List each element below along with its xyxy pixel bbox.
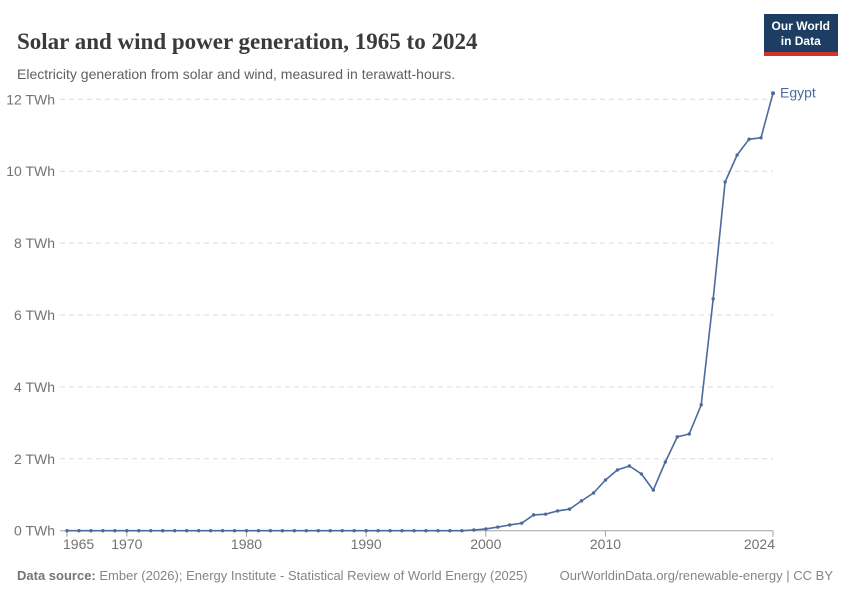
data-point-marker[interactable] xyxy=(579,499,584,503)
data-point-marker[interactable] xyxy=(208,529,213,533)
data-point-marker[interactable] xyxy=(591,491,596,495)
x-axis-tick-label: 1970 xyxy=(111,536,142,552)
data-point-marker[interactable] xyxy=(723,180,727,184)
data-point-marker[interactable] xyxy=(137,529,141,533)
egypt-line-series[interactable] xyxy=(66,92,774,532)
line-chart: 0 TWh 2 TWh 4 TWh 6 TWh 8 TWh 10 TWh 12 TWh 196… xyxy=(6,85,816,552)
data-point-marker[interactable] xyxy=(639,472,644,476)
data-point-marker[interactable] xyxy=(436,529,440,533)
data-point-marker[interactable] xyxy=(699,403,703,407)
data-point-marker[interactable] xyxy=(759,136,763,140)
y-axis-tick-label: 12 TWh xyxy=(6,91,55,107)
y-axis-tick-label: 6 TWh xyxy=(14,307,55,323)
chart-subtitle: Electricity generation from solar and wi… xyxy=(17,66,456,82)
data-point-marker[interactable] xyxy=(352,529,356,533)
series-label-egypt: Egypt xyxy=(780,85,816,101)
data-source-text: Ember (2026); Energy Institute - Statist… xyxy=(95,568,528,583)
y-axis-tick-label: 10 TWh xyxy=(6,163,55,179)
data-point-marker[interactable] xyxy=(89,529,93,533)
data-source-note: Data source: Ember (2026); Energy Instit… xyxy=(17,568,528,583)
data-point-marker[interactable] xyxy=(663,460,668,464)
data-point-marker[interactable] xyxy=(268,529,273,533)
y-axis-tick-label: 4 TWh xyxy=(14,379,55,395)
data-point-marker[interactable] xyxy=(340,529,344,533)
data-point-marker[interactable] xyxy=(316,529,320,533)
data-point-marker[interactable] xyxy=(460,529,464,533)
data-point-marker[interactable] xyxy=(172,529,177,533)
data-point-marker[interactable] xyxy=(771,91,775,96)
y-axis-tick-label: 8 TWh xyxy=(14,235,55,251)
data-point-marker[interactable] xyxy=(364,529,368,533)
data-point-marker[interactable] xyxy=(400,529,404,533)
x-axis-tick-label: 1965 xyxy=(63,536,94,552)
data-point-marker[interactable] xyxy=(520,521,524,525)
data-point-marker[interactable] xyxy=(65,529,69,533)
data-point-marker[interactable] xyxy=(448,529,452,533)
data-source-label: Data source: xyxy=(17,568,96,583)
y-axis-tick-label: 0 TWh xyxy=(14,523,55,539)
data-point-marker[interactable] xyxy=(496,525,500,529)
data-point-marker[interactable] xyxy=(161,529,165,533)
chart-footer: Data source: Ember (2026); Energy Instit… xyxy=(17,568,833,583)
y-axis-tick-label: 2 TWh xyxy=(14,451,55,467)
owid-logo-line2: in Data xyxy=(780,34,821,48)
data-point-marker[interactable] xyxy=(627,464,632,468)
data-point-marker[interactable] xyxy=(555,509,560,513)
data-point-marker[interactable] xyxy=(651,488,656,492)
data-point-marker[interactable] xyxy=(256,529,261,533)
data-point-marker[interactable] xyxy=(675,435,679,439)
data-point-marker[interactable] xyxy=(113,529,117,533)
data-point-marker[interactable] xyxy=(543,512,548,516)
license-link[interactable]: OurWorldinData.org/renewable-energy | CC… xyxy=(559,568,833,583)
x-axis-tick-label: 1990 xyxy=(351,536,382,552)
data-point-marker[interactable] xyxy=(184,529,189,533)
data-point-marker[interactable] xyxy=(125,529,129,533)
x-axis-tick-label: 2000 xyxy=(470,536,501,552)
data-point-marker[interactable] xyxy=(484,527,488,531)
data-point-marker[interactable] xyxy=(687,432,691,436)
owid-logo-line1: Our World xyxy=(771,19,830,33)
data-point-marker[interactable] xyxy=(735,153,739,157)
data-point-marker[interactable] xyxy=(424,529,428,533)
data-point-marker[interactable] xyxy=(232,529,237,533)
data-point-marker[interactable] xyxy=(101,529,105,533)
data-point-marker[interactable] xyxy=(304,529,309,533)
data-point-marker[interactable] xyxy=(567,507,572,511)
chart-title: Solar and wind power generation, 1965 to… xyxy=(17,29,478,55)
data-point-marker[interactable] xyxy=(472,528,476,532)
data-point-marker[interactable] xyxy=(292,529,297,533)
data-point-marker[interactable] xyxy=(615,468,620,472)
data-point-marker[interactable] xyxy=(280,529,285,533)
data-point-marker[interactable] xyxy=(149,529,153,533)
x-axis-tick-label: 1980 xyxy=(231,536,262,552)
data-point-marker[interactable] xyxy=(244,529,249,533)
data-point-marker[interactable] xyxy=(77,529,81,533)
data-point-marker[interactable] xyxy=(376,529,380,533)
data-point-marker[interactable] xyxy=(508,523,512,527)
data-point-marker[interactable] xyxy=(531,513,536,517)
data-point-marker[interactable] xyxy=(220,529,225,533)
x-axis-tick-label: 2010 xyxy=(590,536,621,552)
data-point-marker[interactable] xyxy=(388,529,392,533)
data-point-marker[interactable] xyxy=(603,478,608,482)
data-point-marker[interactable] xyxy=(711,297,715,301)
owid-logo[interactable]: Our World in Data xyxy=(763,14,838,56)
data-point-marker[interactable] xyxy=(328,529,332,533)
data-point-marker[interactable] xyxy=(412,529,416,533)
data-point-marker[interactable] xyxy=(747,137,751,141)
data-point-marker[interactable] xyxy=(196,529,201,533)
x-axis-tick-label: 2024 xyxy=(744,536,775,552)
